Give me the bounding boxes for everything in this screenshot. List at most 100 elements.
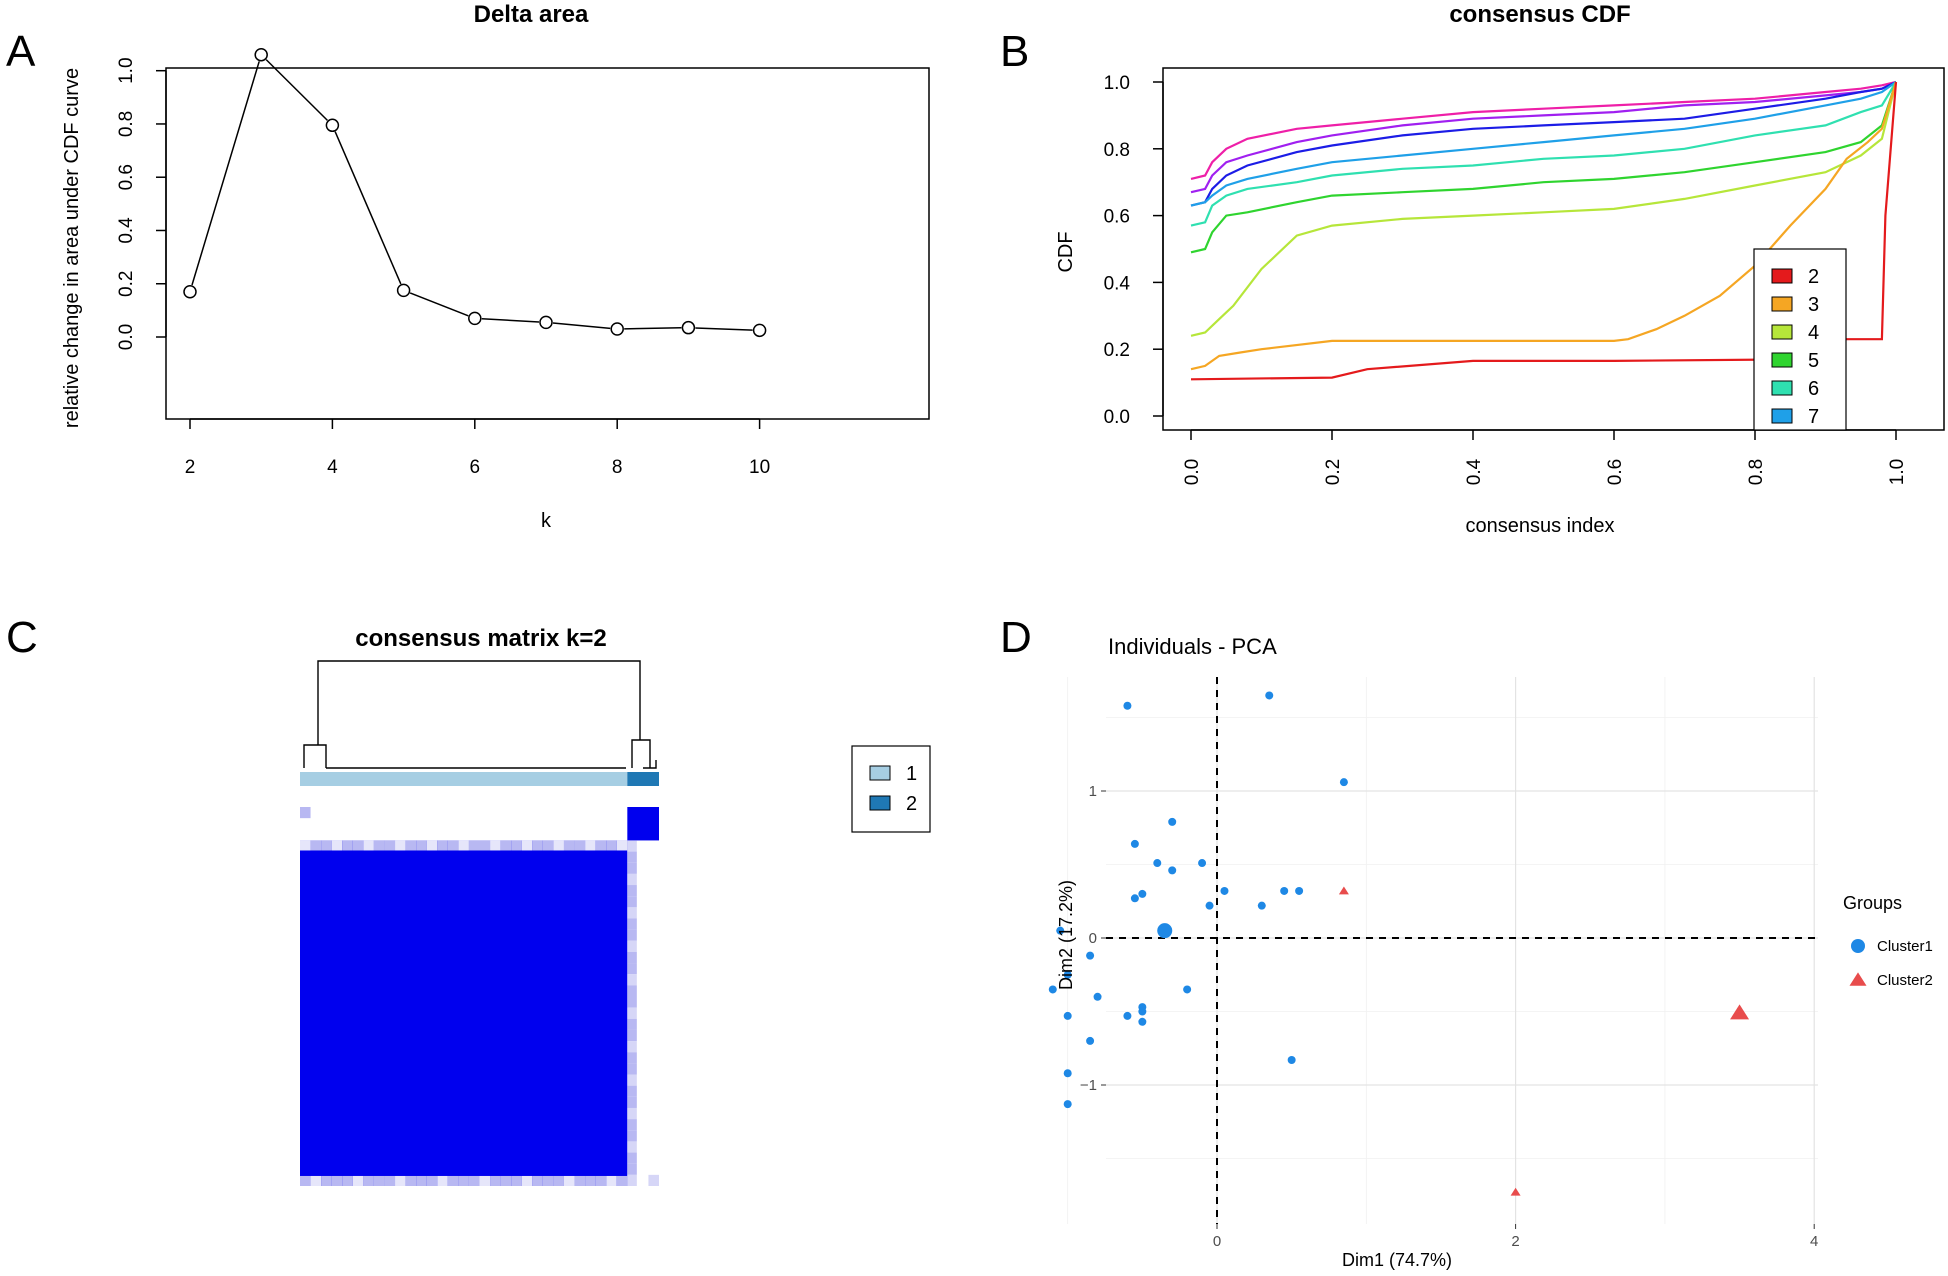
- chart-a-point: [396, 283, 411, 298]
- chart-b-legend-swatch: [1771, 380, 1793, 396]
- chart-c-cell: [627, 1007, 637, 1019]
- chart-c-dendrogram: [303, 660, 657, 769]
- chart-c-cell: [627, 1130, 637, 1142]
- chart-c-cluster-bar: [300, 772, 659, 786]
- chart-d-x-tick-label: 2: [1511, 1233, 1519, 1250]
- chart-d-point-cluster1: [1168, 817, 1177, 826]
- chart-b-x-tick-label: 0.6: [1605, 459, 1626, 485]
- chart-a-x-tick-label: 8: [612, 457, 623, 478]
- chart-b-marks: [1190, 80, 1898, 381]
- chart-b-legend-swatch: [1771, 296, 1793, 312]
- chart-c-cell: [447, 840, 459, 851]
- chart-c-dendrogram-right-leaf: [643, 760, 657, 769]
- chart-d-point-cluster2: [1338, 886, 1349, 895]
- chart-c-cell: [574, 840, 586, 851]
- chart-c-cell: [627, 896, 637, 908]
- chart-d-point-cluster1: [1063, 970, 1072, 979]
- chart-c-cell: [342, 1175, 353, 1186]
- chart-c-title: consensus matrix k=2: [355, 625, 606, 652]
- chart-b-x-tick-label: 0.2: [1323, 459, 1344, 485]
- chart-d-point-cluster1: [1123, 701, 1132, 710]
- chart-d-point-cluster1: [1339, 778, 1348, 787]
- chart-c-cell: [542, 1175, 554, 1186]
- chart-c-cell: [521, 1175, 533, 1186]
- chart-d-point-cluster1: [1123, 1011, 1132, 1020]
- chart-d-legend-label: Cluster2: [1877, 972, 1933, 989]
- chart-d-y-tick-label: 1: [1089, 783, 1097, 800]
- chart-a-line-segment: [624, 327, 682, 330]
- chart-b-legend-swatch: [1771, 268, 1793, 284]
- chart-c-cell: [553, 1175, 564, 1186]
- chart-d-x-tick-label: 0: [1213, 1233, 1221, 1250]
- chart-c-cell: [563, 1175, 575, 1186]
- chart-a-x-tick-label: 4: [327, 457, 338, 478]
- chart-d-point-cluster1: [1056, 926, 1065, 935]
- chart-b-series-line: [1190, 81, 1897, 194]
- chart-a-x-tick-label: 6: [470, 457, 481, 478]
- chart-d-legend-label: Cluster1: [1877, 938, 1933, 955]
- chart-c-cell: [627, 885, 637, 897]
- chart-d-point-cluster2: [1510, 1187, 1521, 1196]
- chart-c-cell: [627, 1174, 637, 1186]
- chart-a-point: [539, 315, 553, 330]
- chart-c-cell: [500, 1175, 512, 1186]
- chart-c-legend-label: 2: [906, 793, 917, 815]
- chart-d-legend-key: [1851, 939, 1865, 953]
- chart-d-point-cluster1: [1130, 894, 1139, 903]
- chart-a-marks: [183, 47, 767, 338]
- chart-c-cell: [331, 1175, 343, 1186]
- chart-c-cell: [342, 840, 353, 851]
- chart-c-cell: [490, 840, 501, 851]
- chart-d-legend-key: [1849, 972, 1867, 986]
- chart-b-y-tick-label: 1.0: [1104, 73, 1130, 94]
- chart-d-point-cluster1: [1183, 985, 1192, 994]
- chart-c-cell: [627, 1041, 637, 1053]
- chart-c-cell: [500, 840, 512, 851]
- chart-c-cell: [606, 840, 617, 851]
- chart-d-legend: Groups Cluster1 Cluster2: [1843, 893, 1933, 989]
- chart-a-plot-frame: [165, 67, 930, 420]
- chart-c-cell: [405, 840, 417, 851]
- chart-c-cell: [627, 974, 637, 986]
- chart-b-legend-label: 2: [1808, 266, 1819, 288]
- chart-d-point-cluster1: [1257, 901, 1266, 910]
- chart-d-point-cluster1: [1220, 886, 1229, 895]
- chart-b-ylabel: CDF: [1055, 231, 1077, 272]
- chart-c-cell: [627, 1152, 637, 1164]
- panel-letter-a: A: [6, 27, 36, 76]
- chart-c-cell: [395, 1175, 406, 1186]
- chart-a-point: [752, 323, 767, 338]
- chart-c-cell: [627, 873, 637, 886]
- chart-d-point-cluster1: [1153, 859, 1162, 868]
- chart-b-series-line: [1190, 81, 1897, 227]
- chart-c-cell: [310, 840, 322, 851]
- chart-c-cell-block-cluster2: [627, 807, 659, 841]
- panel-letter-b: B: [1000, 27, 1029, 76]
- chart-c-cell: [479, 840, 491, 851]
- chart-b-x-tick-label: 0.4: [1464, 458, 1485, 485]
- chart-d-xlabel: Dim1 (74.7%): [1342, 1250, 1452, 1270]
- chart-c-dendrogram-right-branch: [631, 739, 651, 768]
- chart-b-series-line: [1190, 81, 1898, 337]
- chart-c-cell: [627, 1119, 637, 1131]
- chart-b-x-tick-label: 0.0: [1182, 459, 1203, 485]
- chart-c-cell: [627, 1074, 637, 1086]
- chart-c-cell: [373, 840, 385, 851]
- chart-c-cell: [627, 929, 637, 941]
- chart-c-legend-label: 1: [906, 763, 917, 785]
- chart-c-cell: [532, 1175, 543, 1186]
- chart-a-point: [325, 118, 340, 133]
- chart-b-legend-swatch: [1771, 324, 1793, 340]
- chart-b-x-tick-label: 0.8: [1746, 459, 1767, 485]
- chart-c-cell: [373, 1175, 385, 1186]
- chart-b-series-line: [1190, 81, 1898, 381]
- chart-d-y-tick-label: −1: [1080, 1077, 1097, 1094]
- chart-c-cell: [627, 1085, 637, 1097]
- chart-c-cell: [437, 840, 448, 851]
- consensus-matrix-heatmap: consensus matrix k=2 1 2: [300, 625, 931, 1186]
- chart-c-cell: [331, 840, 343, 851]
- chart-c-cell: [627, 1163, 637, 1175]
- chart-d-centroid-cluster2: [1730, 1004, 1750, 1020]
- chart-d-point-cluster1: [1093, 992, 1102, 1001]
- chart-c-cell: [468, 840, 480, 851]
